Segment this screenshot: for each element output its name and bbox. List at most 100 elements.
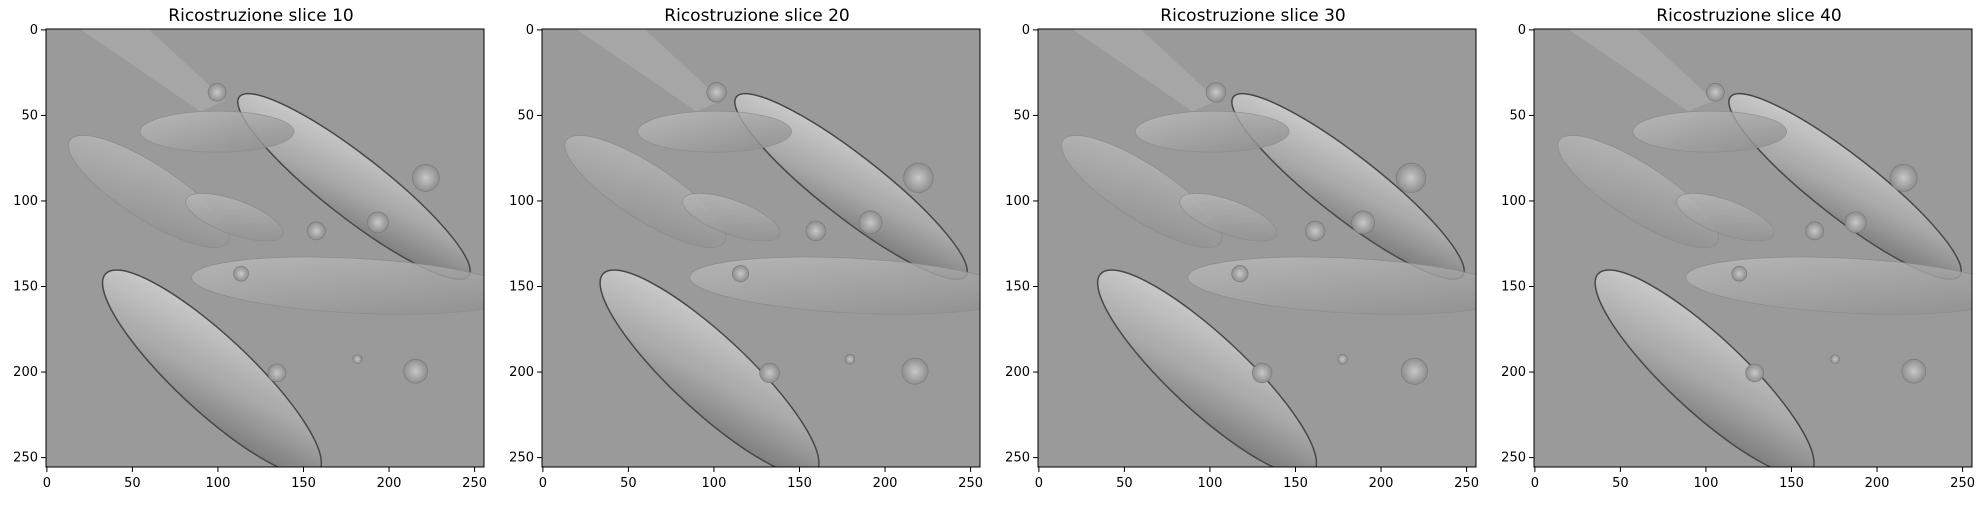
y-tick-label: 250 [13,451,38,466]
ellipse-structure [191,256,484,315]
x-tick-label: 0 [1531,476,1539,491]
x-tick-label: 50 [1612,476,1629,491]
image-content [67,29,484,467]
ellipse-structure [1179,192,1278,242]
x-tick-label: 200 [1865,476,1890,491]
round-feature [403,358,428,384]
panel-title: Ricostruzione slice 20 [664,6,850,26]
round-feature [903,162,934,193]
x-tick-label: 250 [958,476,983,491]
round-feature [805,220,826,242]
x-tick-label: 100 [1198,476,1223,491]
round-feature [706,82,727,103]
reconstruction-plot: 0 50 100 150 200 250 0 50 100 150 200 250 [1501,23,1975,491]
x-tick-label: 250 [1454,476,1479,491]
y-tick-label: 100 [13,194,38,209]
round-feature [844,353,856,365]
y-tick-label: 150 [509,279,534,294]
ellipse-structure [1134,110,1290,153]
ellipse-structure [1060,134,1223,249]
x-tick-label: 200 [1369,476,1394,491]
y-tick-label: 150 [1501,279,1526,294]
panel-title: Ricostruzione slice 10 [168,6,354,26]
x-tick-label: 250 [1950,476,1975,491]
round-feature [1844,211,1867,234]
x-tick-label: 0 [539,476,547,491]
x-tick-label: 0 [43,476,51,491]
ellipse-structure [682,192,781,242]
y-tick-label: 0 [1518,23,1526,38]
round-feature [207,82,227,102]
round-feature [411,164,440,192]
x-tick-label: 100 [206,476,231,491]
ellipse-structure [1685,256,1972,315]
y-tick-label: 0 [1022,23,1030,38]
round-feature [1231,265,1249,283]
round-feature [1731,265,1748,282]
ellipse-structure [1096,269,1318,467]
round-feature [901,357,929,385]
y-tick-label: 150 [1005,279,1030,294]
panel-title: Ricostruzione slice 30 [1160,6,1346,26]
y-tick-label: 50 [1013,108,1030,123]
image-content [1060,29,1476,467]
round-feature [1251,362,1273,384]
x-tick-label: 100 [702,476,727,491]
round-feature [1889,164,1918,192]
ellipse-structure [1187,256,1476,315]
ellipse-structure [185,192,284,242]
y-tick-label: 250 [1501,451,1526,466]
ellipse-structure [1594,269,1815,467]
axes-frame [1037,28,1477,468]
x-tick-label: 0 [1035,476,1043,491]
x-tick-label: 50 [1116,476,1133,491]
round-feature [1400,357,1428,385]
round-feature [1395,162,1427,193]
ellipse-structure [1632,110,1788,153]
image-panel-4: 0 50 100 150 200 250 0 50 100 150 200 250 Ricostruz… [1488,0,1978,505]
x-tick-label: 150 [1283,476,1308,491]
artifact-streak [576,29,722,112]
ellipse-structure [599,269,820,467]
round-feature [1745,363,1765,383]
ellipse-structure [139,110,295,153]
ellipse-structure [689,256,980,315]
x-tick-label: 50 [620,476,637,491]
image-panel-3: 0 50 100 150 200 250 0 50 100 150 200 250 Ricostruz… [992,0,1482,505]
y-tick-label: 50 [21,108,38,123]
axes-frame [1533,28,1973,468]
artifact-streak [1568,29,1714,112]
x-tick-label: 200 [377,476,402,491]
x-tick-label: 100 [1694,476,1719,491]
ellipse-structure [67,134,230,249]
y-tick-label: 100 [1005,194,1030,209]
reconstruction-plot: 0 50 100 150 200 250 0 50 100 150 200 250 [1005,23,1479,491]
reconstruction-plot: 0 50 100 150 200 250 0 50 100 150 200 250 [13,23,487,491]
x-tick-label: 50 [124,476,141,491]
y-tick-label: 200 [509,365,534,380]
round-feature [1205,82,1227,103]
round-feature [1337,353,1348,365]
axes-frame [541,28,981,468]
axes-frame [45,28,485,468]
image-content [1557,29,1972,467]
round-feature [858,210,883,235]
round-feature [367,211,389,234]
x-tick-label: 150 [787,476,812,491]
y-tick-label: 200 [13,365,38,380]
round-feature [1706,82,1725,102]
ellipse-structure [1676,192,1775,242]
image-panel-1: 0 50 100 150 200 250 0 50 100 150 200 250 Ricostruz… [0,0,490,505]
y-tick-label: 250 [1005,451,1030,466]
round-feature [306,221,326,241]
round-feature [1901,358,1927,384]
round-feature [233,265,249,282]
reconstruction-plot: 0 50 100 150 200 250 0 50 100 150 200 250 [509,23,983,491]
y-tick-label: 150 [13,279,38,294]
y-tick-label: 200 [1501,365,1526,380]
round-feature [352,354,363,365]
x-tick-label: 250 [462,476,487,491]
ellipse-structure [101,269,323,467]
y-tick-label: 200 [1005,365,1030,380]
y-tick-label: 50 [517,108,534,123]
